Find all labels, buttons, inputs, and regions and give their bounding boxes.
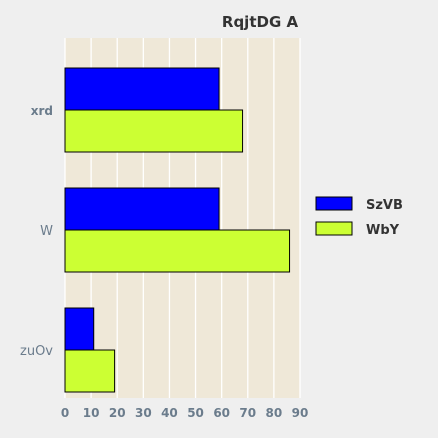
x-tick-label: 50 — [187, 406, 204, 420]
bar-wby-w — [64, 229, 291, 273]
bar-wby-xrd — [64, 109, 244, 153]
x-tick-label: 80 — [266, 406, 283, 420]
legend-swatch-szvb — [315, 196, 353, 211]
bar-szvb-zuov — [64, 307, 95, 351]
x-tick-label: 40 — [161, 406, 178, 420]
y-category-label: xrd — [31, 104, 53, 118]
chart-title: RqjtDG A — [222, 13, 299, 31]
y-category-label: zuOv — [20, 344, 53, 359]
x-tick-label: 10 — [83, 406, 100, 420]
y-category-label: W — [40, 224, 53, 239]
x-tick-label: 60 — [213, 406, 230, 420]
x-axis-ticks: 0 10 20 30 40 50 60 70 80 90 — [61, 406, 309, 420]
bars — [64, 67, 291, 393]
bar-szvb-xrd — [64, 67, 220, 111]
bar-wby-zuov — [64, 349, 116, 393]
x-tick-label: 70 — [239, 406, 256, 420]
legend: SzVB WbY — [315, 196, 403, 238]
legend-label-szvb: SzVB — [366, 198, 403, 213]
x-tick-label: 30 — [135, 406, 152, 420]
x-tick-label: 90 — [292, 406, 309, 420]
bar-szvb-w — [64, 187, 220, 231]
x-tick-label: 20 — [109, 406, 126, 420]
legend-label-wby: WbY — [366, 223, 400, 238]
legend-swatch-wby — [315, 221, 353, 236]
x-tick-label: 0 — [61, 406, 69, 420]
